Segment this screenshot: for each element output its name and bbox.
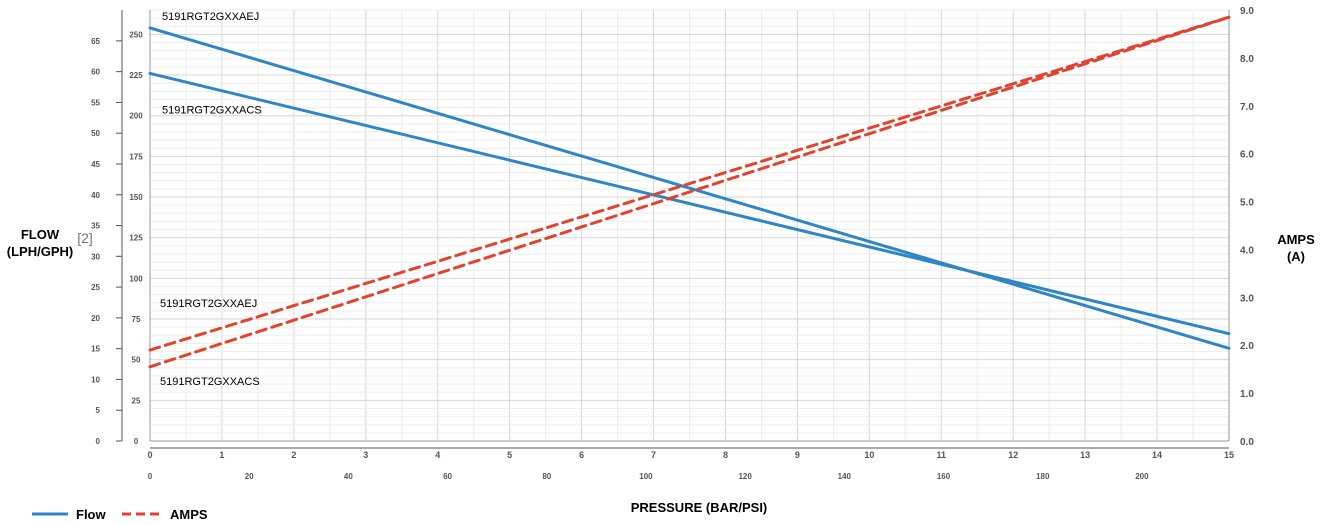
x-bar-tick-label: 15 — [1224, 450, 1234, 460]
x-psi-tick-label: 40 — [344, 472, 353, 481]
curve-label-flow: 5191RGT2GXXAEJ — [162, 11, 259, 23]
x-bar-tick-label: 11 — [937, 450, 947, 460]
curve-labels: 5191RGT2GXXAEJ 5191RGT2GXXACS 5191RGT2GXXA… — [160, 11, 262, 388]
y-amps-tick-label: 8.0 — [1240, 54, 1254, 65]
y-gph-tick-label: 5 — [96, 406, 101, 415]
legend: Flow AMPS — [32, 507, 208, 522]
y-left-title-line2: (LPH/GPH) — [7, 244, 73, 259]
y-gph-tick-label: 30 — [91, 252, 100, 261]
y-amps-tick-label: 9.0 — [1240, 6, 1254, 17]
y-gph-tick-label: 45 — [91, 160, 100, 169]
curve-label-amps: 5191RGT2GXXACS — [160, 376, 260, 388]
series-lines — [148, 15, 1231, 369]
x-psi-tick-label: 160 — [937, 472, 951, 481]
y-lph-tick-label: 25 — [132, 396, 141, 405]
axes — [116, 10, 1230, 449]
x-bar-tick-label: 2 — [291, 450, 296, 460]
y-lph-tick-label: 225 — [129, 71, 143, 80]
y-amps-tick-label: 0.0 — [1240, 437, 1254, 448]
legend-amps-label: AMPS — [170, 507, 208, 522]
x-psi-tick-label: 0 — [148, 472, 153, 481]
y-gph-tick-label: 0 — [96, 437, 101, 446]
curve-label-amps: 5191RGT2GXXAEJ — [160, 298, 257, 310]
amps-line-5191rgt2gxxacs — [148, 15, 1231, 369]
y-lph-tick-label: 175 — [129, 152, 143, 161]
y-amps-tick-label: 4.0 — [1240, 245, 1254, 256]
y-lph-tick-label: 0 — [134, 437, 139, 446]
y-gph-tick-label: 25 — [91, 283, 100, 292]
flow-line-5191rgt2gxxacs — [148, 71, 1231, 336]
y-gph-tick-label: 65 — [91, 37, 100, 46]
x-psi-tick-label: 80 — [542, 472, 551, 481]
x-bar-tick-label: 6 — [579, 450, 584, 460]
x-bar-tick-label: 4 — [435, 450, 440, 460]
x-bar-tick-label: 10 — [864, 450, 874, 460]
x-axis-title: PRESSURE (BAR/PSI) — [631, 500, 768, 515]
y-amps-tick-label: 7.0 — [1240, 102, 1254, 113]
x-bar-tick-label: 9 — [795, 450, 800, 460]
y-gph-tick-label: 55 — [91, 98, 100, 107]
x-bar-tick-label: 8 — [723, 450, 728, 460]
y-gph-tick-label: 10 — [91, 375, 100, 384]
y-right-title-line2: (A) — [1287, 249, 1305, 264]
y-lph-tick-label: 50 — [132, 356, 141, 365]
curve-label-flow: 5191RGT2GXXACS — [162, 104, 262, 116]
x-bar-tick-label: 0 — [147, 450, 152, 460]
y-amps-tick-label: 5.0 — [1240, 198, 1254, 209]
y-gph-tick-label: 50 — [91, 129, 100, 138]
x-bar-tick-label: 7 — [651, 450, 656, 460]
y-lph-tick-label: 250 — [129, 30, 143, 39]
y-gph-tick-label: 20 — [91, 314, 100, 323]
y-left-title-line1: FLOW — [21, 227, 60, 242]
y-amps-tick-label: 1.0 — [1240, 389, 1254, 400]
x-psi-tick-label: 60 — [443, 472, 452, 481]
y-lph-tick-label: 75 — [132, 315, 141, 324]
tick-labels: 0 1 2 3 4 5 6 7 8 9 10 11 12 13 14 150 20 40 60 80 100 120 140… — [91, 6, 1254, 481]
x-psi-tick-label: 200 — [1135, 472, 1149, 481]
x-bar-tick-label: 3 — [363, 450, 368, 460]
x-psi-tick-label: 140 — [838, 472, 852, 481]
y-amps-tick-label: 6.0 — [1240, 150, 1254, 161]
y-gph-tick-label: 40 — [91, 191, 100, 200]
legend-flow-label: Flow — [76, 507, 106, 522]
x-bar-tick-label: 13 — [1080, 450, 1090, 460]
y-amps-tick-label: 3.0 — [1240, 293, 1254, 304]
x-psi-tick-label: 180 — [1036, 472, 1050, 481]
y-amps-tick-label: 2.0 — [1240, 341, 1254, 352]
y-gph-tick-label: 60 — [91, 68, 100, 77]
y-lph-tick-label: 125 — [129, 234, 143, 243]
y-gph-tick-label: 15 — [91, 345, 100, 354]
y-left-reference: [2] — [77, 230, 93, 246]
amps-line-5191rgt2gxxaej — [148, 15, 1231, 352]
x-psi-tick-label: 100 — [639, 472, 653, 481]
x-bar-tick-label: 12 — [1008, 450, 1018, 460]
x-psi-tick-label: 120 — [738, 472, 752, 481]
y-lph-tick-label: 100 — [129, 274, 143, 283]
y-lph-tick-label: 200 — [129, 112, 143, 121]
x-bar-tick-label: 5 — [507, 450, 512, 460]
x-bar-tick-label: 14 — [1152, 450, 1162, 460]
y-right-title-line1: AMPS — [1277, 232, 1315, 247]
y-lph-tick-label: 150 — [129, 193, 143, 202]
y-gph-tick-label: 35 — [91, 222, 100, 231]
x-bar-tick-label: 1 — [219, 450, 224, 460]
x-psi-tick-label: 20 — [245, 472, 254, 481]
flow-line-5191rgt2gxxaej — [148, 26, 1231, 350]
